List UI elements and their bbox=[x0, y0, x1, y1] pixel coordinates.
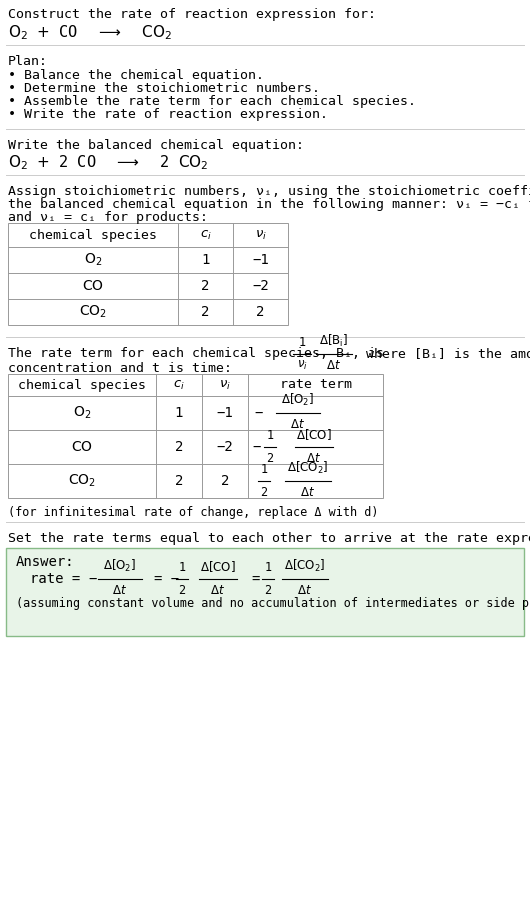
Text: The rate term for each chemical species, Bᵢ, is: The rate term for each chemical species,… bbox=[8, 347, 384, 360]
Bar bbox=[8, 223, 288, 325]
Text: $\Delta t$: $\Delta t$ bbox=[306, 452, 322, 465]
Text: $\Delta[\mathrm{O_2}]$: $\Delta[\mathrm{O_2}]$ bbox=[281, 392, 315, 408]
Text: 2: 2 bbox=[221, 474, 229, 488]
Text: −1: −1 bbox=[217, 406, 233, 420]
Text: • Determine the stoichiometric numbers.: • Determine the stoichiometric numbers. bbox=[8, 82, 320, 95]
Text: 1: 1 bbox=[264, 561, 271, 574]
Text: 2: 2 bbox=[175, 440, 183, 454]
Bar bbox=[6, 548, 524, 636]
Text: $\nu_i$: $\nu_i$ bbox=[219, 379, 231, 391]
Text: $\Delta[\mathrm{CO_2}]$: $\Delta[\mathrm{CO_2}]$ bbox=[284, 558, 326, 574]
Text: 1: 1 bbox=[298, 336, 306, 349]
Text: chemical species: chemical species bbox=[29, 228, 157, 241]
Text: (for infinitesimal rate of change, replace Δ with d): (for infinitesimal rate of change, repla… bbox=[8, 506, 378, 519]
Text: $\mathrm{O_2}$: $\mathrm{O_2}$ bbox=[73, 405, 91, 421]
Text: $\mathrm{CO}$: $\mathrm{CO}$ bbox=[82, 279, 104, 293]
Text: $\Delta t$: $\Delta t$ bbox=[112, 584, 128, 597]
Text: −2: −2 bbox=[217, 440, 233, 454]
Text: • Balance the chemical equation.: • Balance the chemical equation. bbox=[8, 69, 264, 82]
Bar bbox=[8, 374, 383, 498]
Text: −2: −2 bbox=[252, 279, 269, 293]
Text: $\Delta[\mathrm{O_2}]$: $\Delta[\mathrm{O_2}]$ bbox=[103, 558, 137, 574]
Text: 1: 1 bbox=[175, 406, 183, 420]
Text: = −: = − bbox=[154, 572, 179, 586]
Text: 1: 1 bbox=[267, 429, 273, 442]
Text: 2: 2 bbox=[257, 305, 264, 319]
Text: $\Delta[\mathrm{B_i}]$: $\Delta[\mathrm{B_i}]$ bbox=[320, 333, 349, 349]
Text: 1: 1 bbox=[260, 463, 268, 476]
Text: 2: 2 bbox=[264, 584, 271, 597]
Text: (assuming constant volume and no accumulation of intermediates or side products): (assuming constant volume and no accumul… bbox=[16, 597, 530, 610]
Text: $c_i$: $c_i$ bbox=[173, 379, 185, 391]
Text: 2: 2 bbox=[175, 474, 183, 488]
Text: 2: 2 bbox=[201, 279, 210, 293]
Text: $\Delta[\mathrm{CO}]$: $\Delta[\mathrm{CO}]$ bbox=[296, 427, 332, 442]
Text: chemical species: chemical species bbox=[18, 379, 146, 391]
Text: concentration and t is time:: concentration and t is time: bbox=[8, 362, 232, 375]
Text: 2: 2 bbox=[267, 452, 273, 465]
Text: −: − bbox=[254, 406, 262, 420]
Text: 1: 1 bbox=[179, 561, 186, 574]
Text: 1: 1 bbox=[201, 253, 210, 267]
Text: 2: 2 bbox=[201, 305, 210, 319]
Text: Answer:: Answer: bbox=[16, 555, 75, 569]
Text: $\Delta[\mathrm{CO_2}]$: $\Delta[\mathrm{CO_2}]$ bbox=[287, 460, 329, 476]
Text: $\Delta t$: $\Delta t$ bbox=[297, 584, 313, 597]
Text: and νᵢ = cᵢ for products:: and νᵢ = cᵢ for products: bbox=[8, 211, 208, 224]
Text: −1: −1 bbox=[252, 253, 269, 267]
Text: $c_i$: $c_i$ bbox=[200, 228, 211, 241]
Text: Construct the rate of reaction expression for:: Construct the rate of reaction expressio… bbox=[8, 8, 376, 21]
Text: Set the rate terms equal to each other to arrive at the rate expression:: Set the rate terms equal to each other t… bbox=[8, 532, 530, 545]
Text: the balanced chemical equation in the following manner: νᵢ = −cᵢ for reactants: the balanced chemical equation in the fo… bbox=[8, 198, 530, 211]
Text: where [Bᵢ] is the amount: where [Bᵢ] is the amount bbox=[366, 347, 530, 360]
Text: Write the balanced chemical equation:: Write the balanced chemical equation: bbox=[8, 139, 304, 152]
Text: =: = bbox=[252, 572, 269, 586]
Text: $\mathrm{CO_2}$: $\mathrm{CO_2}$ bbox=[68, 473, 96, 490]
Text: 2: 2 bbox=[179, 584, 186, 597]
Text: $\mathrm{CO_2}$: $\mathrm{CO_2}$ bbox=[79, 304, 107, 320]
Text: $\Delta t$: $\Delta t$ bbox=[301, 486, 315, 499]
Text: $\mathrm{O_2}$ $+$ 2 CO  $\longrightarrow$  2 $\mathrm{CO_2}$: $\mathrm{O_2}$ $+$ 2 CO $\longrightarrow… bbox=[8, 153, 209, 172]
Text: rate term: rate term bbox=[279, 379, 351, 391]
Text: rate =: rate = bbox=[30, 572, 89, 586]
Text: $\Delta t$: $\Delta t$ bbox=[326, 359, 341, 372]
Text: Assign stoichiometric numbers, νᵢ, using the stoichiometric coefficients, cᵢ, fr: Assign stoichiometric numbers, νᵢ, using… bbox=[8, 185, 530, 198]
Text: $\mathrm{O_2}$: $\mathrm{O_2}$ bbox=[84, 252, 102, 268]
Text: $\Delta t$: $\Delta t$ bbox=[210, 584, 225, 597]
Text: Plan:: Plan: bbox=[8, 55, 48, 68]
Text: −: − bbox=[252, 440, 260, 454]
Text: $\nu_i$: $\nu_i$ bbox=[254, 228, 267, 241]
Text: $\mathrm{O_2}$ $+$ CO  $\longrightarrow$  $\mathrm{CO_2}$: $\mathrm{O_2}$ $+$ CO $\longrightarrow$ … bbox=[8, 23, 172, 42]
Text: • Assemble the rate term for each chemical species.: • Assemble the rate term for each chemic… bbox=[8, 95, 416, 108]
Text: • Write the rate of reaction expression.: • Write the rate of reaction expression. bbox=[8, 108, 328, 121]
Text: $\Delta t$: $\Delta t$ bbox=[290, 418, 305, 431]
Text: $\mathrm{CO}$: $\mathrm{CO}$ bbox=[71, 440, 93, 454]
Text: −: − bbox=[88, 572, 96, 586]
Text: 2: 2 bbox=[260, 486, 268, 499]
Text: $\Delta[\mathrm{CO}]$: $\Delta[\mathrm{CO}]$ bbox=[200, 559, 236, 574]
Text: $\nu_i$: $\nu_i$ bbox=[297, 359, 307, 372]
